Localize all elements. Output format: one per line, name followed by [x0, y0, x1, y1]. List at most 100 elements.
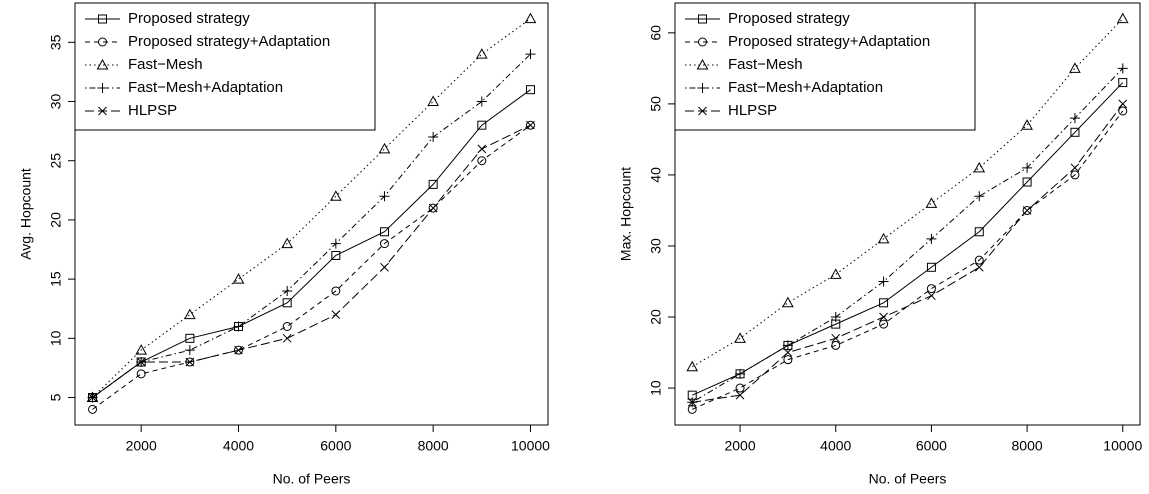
y-tick-label: 25 — [48, 153, 64, 169]
x-tick-label: 4000 — [223, 438, 254, 454]
marker — [1070, 127, 1080, 137]
marker — [926, 284, 936, 294]
series-line — [92, 53, 531, 398]
marker — [477, 120, 487, 130]
marker — [185, 357, 195, 367]
y-tick-label: 20 — [48, 212, 64, 228]
y-tick-label: 15 — [48, 271, 64, 287]
marker — [973, 161, 986, 173]
marker — [526, 120, 535, 130]
legend-marker — [97, 83, 108, 93]
marker — [379, 239, 389, 249]
marker — [329, 190, 342, 201]
marker — [185, 333, 195, 343]
marker — [331, 310, 341, 319]
legend-label: Fast−Mesh — [128, 56, 203, 73]
legend-marker — [96, 58, 109, 70]
y-tick-label: 5 — [48, 393, 64, 401]
series-line — [92, 89, 531, 398]
y-tick-label: 35 — [48, 34, 64, 50]
x-tick-label: 6000 — [320, 438, 351, 454]
legend-label: Proposed strategy+Adaptation — [128, 33, 330, 50]
marker — [878, 276, 889, 287]
marker — [183, 308, 196, 320]
marker — [428, 132, 439, 143]
marker — [879, 298, 889, 308]
legend-marker — [696, 58, 709, 70]
y-tick-label: 30 — [48, 94, 64, 110]
marker — [331, 286, 341, 296]
marker — [234, 345, 243, 355]
x-tick-label: 2000 — [126, 438, 157, 454]
marker — [831, 333, 841, 343]
marker — [782, 340, 793, 351]
series-line — [92, 124, 531, 410]
marker — [427, 95, 440, 107]
y-tick-label: 10 — [48, 330, 64, 346]
legend-marker — [98, 14, 107, 24]
marker — [428, 203, 438, 213]
x-axis-label: No. of Peers — [869, 471, 947, 487]
marker — [282, 333, 292, 343]
y-axis-label: Max. Hopcount — [618, 167, 634, 261]
marker — [687, 397, 697, 407]
marker — [879, 319, 889, 329]
marker — [233, 321, 244, 332]
marker — [829, 268, 842, 279]
marker — [974, 191, 985, 202]
marker — [282, 285, 293, 296]
marker — [524, 12, 537, 24]
marker — [232, 273, 245, 284]
marker — [783, 355, 793, 365]
y-tick-label: 60 — [648, 25, 664, 41]
legend-box — [674, 2, 976, 131]
series-line — [692, 110, 1124, 410]
y-axis-label: Avg. Hopcount — [18, 168, 34, 260]
y-tick-label: 30 — [648, 238, 664, 254]
legend-marker — [698, 14, 707, 24]
legend-label: HLPSP — [728, 102, 777, 119]
marker — [1069, 62, 1081, 73]
marker — [735, 368, 746, 379]
marker — [925, 197, 938, 208]
marker — [735, 383, 745, 393]
marker — [476, 96, 487, 107]
x-tick-label: 8000 — [1012, 438, 1043, 454]
legend-label: Proposed strategy — [728, 10, 850, 27]
series-line — [691, 18, 1124, 368]
marker — [879, 312, 888, 322]
marker — [1022, 177, 1032, 187]
marker — [1022, 162, 1033, 173]
marker — [234, 345, 244, 355]
x-tick-label: 4000 — [820, 438, 851, 454]
marker — [1021, 119, 1033, 130]
marker — [282, 298, 292, 308]
marker — [380, 262, 389, 272]
marker — [782, 296, 794, 308]
marker — [331, 250, 341, 260]
legend-marker — [697, 83, 708, 93]
legend-label: Proposed strategy — [128, 10, 250, 27]
legend-label: Fast−Mesh+Adaptation — [728, 79, 883, 96]
marker — [926, 262, 936, 272]
x-tick-label: 10000 — [511, 438, 550, 454]
marker — [734, 332, 746, 343]
series-line — [92, 18, 531, 398]
marker — [88, 393, 97, 402]
marker — [1022, 205, 1032, 215]
x-tick-label: 8000 — [418, 438, 449, 454]
x-tick-label: 6000 — [916, 438, 947, 454]
marker — [330, 238, 341, 249]
marker — [88, 404, 98, 414]
y-tick-label: 40 — [648, 167, 664, 183]
legend-marker — [698, 106, 707, 116]
legend-marker — [98, 106, 107, 116]
legend-label: Fast−Mesh — [728, 56, 803, 73]
legend-marker — [698, 37, 707, 47]
marker — [136, 357, 146, 367]
marker — [477, 144, 487, 154]
marker — [475, 48, 488, 59]
marker — [974, 227, 984, 237]
marker — [525, 120, 535, 130]
marker — [830, 312, 841, 323]
